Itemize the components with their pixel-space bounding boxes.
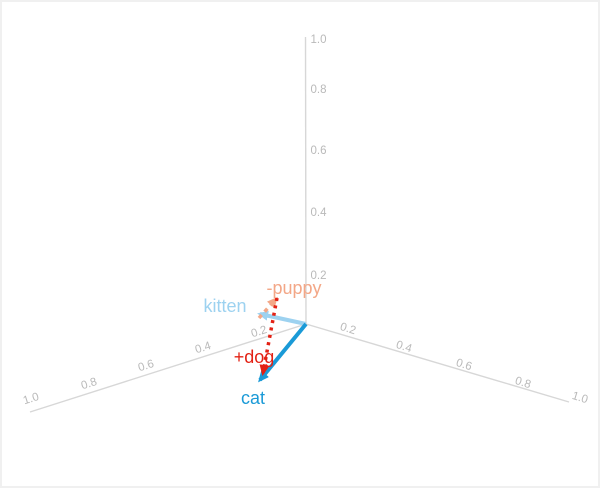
labels-layer: kitten cat -puppy +dog [203,278,321,408]
axis-lower-right-tick-label: 1.0 [570,390,589,406]
axes-layer: 1.0 0.8 0.6 0.4 0.2 0.2 0.4 0.6 0.8 1.0 0.2 0.4 0.6 0… [22,34,589,413]
vectors-layer [257,296,308,383]
axis-vertical-tick-label: 0.2 [311,270,327,282]
axis-lower-left-tick-label: 0.8 [80,376,99,392]
vector-label-minus-puppy: -puppy [266,278,321,298]
axis-lower-left-line [29,323,307,413]
axis-lower-right-tick-label: 0.2 [338,321,357,337]
axis-lower-right-tick-label: 0.6 [454,357,473,373]
vector-label-plus-dog: +dog [234,347,275,367]
axis-lower-right-line [305,323,570,403]
axis-vertical-tick-label: 0.4 [311,207,328,219]
vector-kitten [257,310,307,326]
axis-lower-left-tick-label: 1.0 [22,391,41,407]
axis-vertical-tick-label: 1.0 [311,34,327,46]
axis-lower-right-tick-label: 0.8 [513,375,532,391]
axis-vertical-line [304,36,307,325]
vector-label-kitten: kitten [203,296,246,316]
axis-vertical-tick-label: 0.6 [311,145,327,157]
vector-label-cat: cat [241,388,265,408]
axis-vertical-tick-label: 0.8 [311,84,327,96]
axis-lower-left-tick-label: 0.4 [194,340,213,356]
axis-lower-left-tick-label: 0.6 [137,358,156,374]
vector-plus-dog [259,297,279,376]
axis-lower-left-tick-label: 0.2 [250,324,269,340]
axis-lower-right-tick-label: 0.4 [394,339,413,355]
